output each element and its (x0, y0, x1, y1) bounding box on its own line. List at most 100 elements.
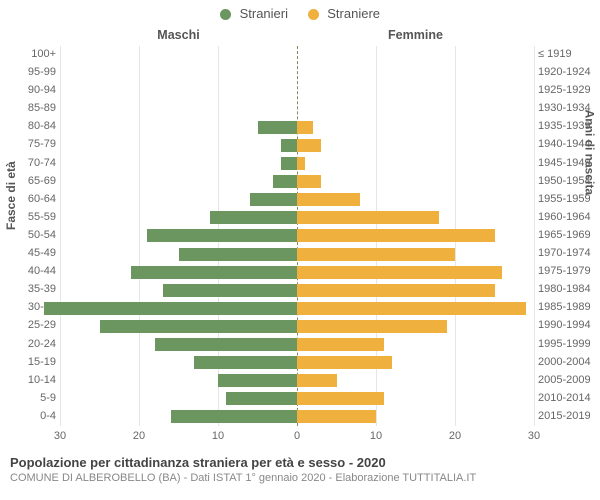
legend-label-female: Straniere (327, 6, 380, 21)
birth-year-label: 1920-1924 (538, 66, 594, 78)
bar-female (297, 302, 526, 315)
pyramid-row: 80-841935-1939 (60, 118, 534, 136)
x-tick: 0 (294, 430, 300, 442)
legend-dot-female (308, 9, 319, 20)
plot-area: Maschi Femmine 100+≤ 191995-991920-19249… (60, 28, 534, 448)
x-tick: 30 (528, 430, 540, 442)
bar-male (258, 121, 298, 134)
bar-male (218, 374, 297, 387)
bar-female (297, 374, 337, 387)
pyramid-row: 70-741945-1949 (60, 155, 534, 173)
half-title-male: Maschi (60, 28, 297, 42)
bar-female (297, 338, 384, 351)
age-label: 10-14 (18, 374, 56, 386)
x-tick: 20 (449, 430, 461, 442)
bar-male (155, 338, 297, 351)
pyramid-row: 5-92010-2014 (60, 390, 534, 408)
caption-title: Popolazione per cittadinanza straniera p… (10, 455, 590, 470)
age-label: 25-29 (18, 319, 56, 331)
pyramid-row: 40-441975-1979 (60, 263, 534, 281)
bar-male (179, 248, 298, 261)
bar-male (131, 266, 297, 279)
birth-year-label: 1965-1969 (538, 229, 594, 241)
pyramid-row: 15-192000-2004 (60, 354, 534, 372)
pyramid-row: 90-941925-1929 (60, 82, 534, 100)
age-label: 95-99 (18, 66, 56, 78)
age-label: 65-69 (18, 175, 56, 187)
pyramid-row: 85-891930-1934 (60, 100, 534, 118)
legend-item-male: Stranieri (220, 6, 288, 21)
bar-male (163, 284, 297, 297)
bar-female (297, 248, 455, 261)
bar-female (297, 121, 313, 134)
legend-item-female: Straniere (308, 6, 380, 21)
pyramid-row: 55-591960-1964 (60, 209, 534, 227)
age-label: 15-19 (18, 356, 56, 368)
x-tick: 10 (370, 430, 382, 442)
birth-year-label: 2015-2019 (538, 410, 594, 422)
bar-female (297, 392, 384, 405)
bar-male (250, 193, 297, 206)
age-label: 55-59 (18, 211, 56, 223)
bar-male (194, 356, 297, 369)
gridline (534, 46, 535, 426)
birth-year-label: 1990-1994 (538, 319, 594, 331)
legend-label-male: Stranieri (240, 6, 288, 21)
birth-year-label: 2005-2009 (538, 374, 594, 386)
chart-area: 100+≤ 191995-991920-192490-941925-192985… (60, 46, 534, 426)
bar-female (297, 157, 305, 170)
age-label: 90-94 (18, 84, 56, 96)
birth-year-label: 1995-1999 (538, 338, 594, 350)
pyramid-row: 60-641955-1959 (60, 191, 534, 209)
bar-female (297, 229, 495, 242)
pyramid-row: 75-791940-1944 (60, 136, 534, 154)
pyramid-row: 35-391980-1984 (60, 281, 534, 299)
birth-year-label: 1955-1959 (538, 193, 594, 205)
bar-female (297, 320, 447, 333)
pyramid-row: 25-291990-1994 (60, 317, 534, 335)
age-label: 70-74 (18, 157, 56, 169)
bar-female (297, 175, 321, 188)
pyramid-row: 50-541965-1969 (60, 227, 534, 245)
bar-male (281, 139, 297, 152)
bar-female (297, 356, 392, 369)
bar-male (210, 211, 297, 224)
birth-year-label: 1975-1979 (538, 265, 594, 277)
bar-male (44, 302, 297, 315)
caption-subtitle: COMUNE DI ALBEROBELLO (BA) - Dati ISTAT … (10, 472, 590, 484)
birth-year-label: 1960-1964 (538, 211, 594, 223)
birth-year-label: 1945-1949 (538, 157, 594, 169)
legend-dot-male (220, 9, 231, 20)
age-label: 5-9 (18, 392, 56, 404)
bar-male (226, 392, 297, 405)
bar-female (297, 211, 439, 224)
pyramid-row: 95-991920-1924 (60, 64, 534, 82)
age-label: 75-79 (18, 138, 56, 150)
birth-year-label: 1980-1984 (538, 283, 594, 295)
pyramid-row: 30-341985-1989 (60, 299, 534, 317)
pyramid-row: 100+≤ 1919 (60, 46, 534, 64)
age-label: 45-49 (18, 247, 56, 259)
x-tick: 30 (54, 430, 66, 442)
bar-female (297, 193, 360, 206)
age-label: 50-54 (18, 229, 56, 241)
bar-female (297, 410, 376, 423)
y-axis-title-left: Fasce di età (4, 161, 18, 230)
birth-year-label: 1985-1989 (538, 301, 594, 313)
bar-female (297, 139, 321, 152)
half-title-female: Femmine (297, 28, 534, 42)
age-label: 40-44 (18, 265, 56, 277)
age-label: 60-64 (18, 193, 56, 205)
age-label: 20-24 (18, 338, 56, 350)
age-label: 0-4 (18, 410, 56, 422)
legend: Stranieri Straniere (0, 6, 600, 21)
age-label: 35-39 (18, 283, 56, 295)
age-label: 85-89 (18, 102, 56, 114)
pyramid-row: 45-491970-1974 (60, 245, 534, 263)
birth-year-label: 1925-1929 (538, 84, 594, 96)
birth-year-label: 2010-2014 (538, 392, 594, 404)
bar-female (297, 284, 495, 297)
age-label: 80-84 (18, 120, 56, 132)
birth-year-label: 1930-1934 (538, 102, 594, 114)
caption: Popolazione per cittadinanza straniera p… (10, 455, 590, 484)
